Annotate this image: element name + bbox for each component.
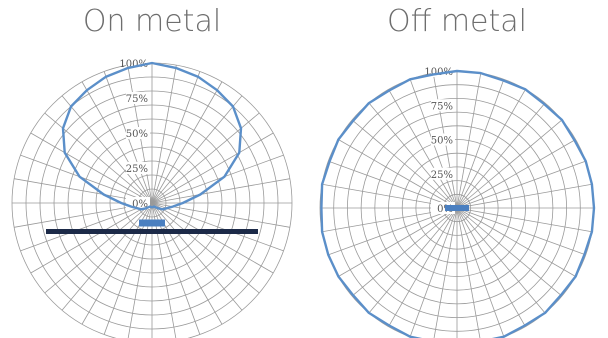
grid-spoke (456, 89, 526, 209)
grid-spoke (151, 95, 243, 204)
grid-spoke (456, 139, 576, 209)
grid-spoke (368, 102, 458, 209)
grid-spoke (338, 207, 458, 277)
grid-spoke (61, 202, 153, 311)
tick-label-bg (431, 99, 455, 112)
polar-chart-off-metal: 0%25%50%75%100% (319, 65, 596, 338)
grid-spoke (409, 207, 458, 337)
grid-spoke (44, 202, 153, 294)
tick-label-bg (126, 127, 150, 139)
device-bar (445, 205, 469, 211)
device-bar (139, 219, 165, 227)
grid-spoke (20, 154, 153, 204)
grid-spoke (456, 207, 526, 327)
grid-spoke (151, 178, 290, 204)
grid-spoke (151, 202, 243, 311)
grid-spoke (30, 202, 153, 274)
grid-spoke (456, 79, 505, 209)
tick-label-bg (126, 92, 150, 104)
grid-spoke (456, 207, 546, 314)
grid-spoke (151, 71, 201, 204)
radial-tick-label: 50% (431, 136, 453, 147)
grid-spoke (328, 207, 458, 256)
radial-tick-label: 50% (126, 129, 148, 140)
grid-spoke (456, 207, 505, 337)
grid-spoke (456, 183, 592, 209)
grid-spoke (456, 119, 563, 209)
grid-spoke (456, 207, 563, 297)
grid-spoke (151, 202, 260, 294)
radial-tick-label: 75% (126, 94, 148, 105)
tick-label-bg (431, 167, 455, 180)
tick-label-bg (126, 162, 150, 174)
chart-title-off-metal: Off metal (387, 4, 527, 39)
grid-spoke (328, 160, 458, 209)
radial-tick-label: 25% (126, 164, 148, 175)
grid-spoke (456, 207, 576, 277)
grid-spoke (433, 207, 458, 338)
grid-spoke (81, 81, 153, 204)
grid-spoke (151, 202, 284, 252)
grid-spoke (456, 102, 546, 209)
radial-tick-label: 75% (431, 101, 453, 112)
radial-tick-label: 100% (119, 59, 148, 70)
grid-spoke (456, 160, 586, 209)
grid-spoke (456, 207, 586, 256)
grid-spoke (351, 207, 458, 297)
tick-label-bg (431, 133, 455, 146)
radial-tick-label: 0% (132, 199, 148, 210)
grid-spoke (456, 207, 481, 338)
grid-spoke (456, 207, 592, 233)
grid-spoke (151, 132, 274, 204)
grid-spoke (368, 207, 458, 314)
series-line (320, 69, 596, 338)
grid-spoke (30, 132, 153, 204)
grid-spoke (351, 119, 458, 209)
polar-chart-on-metal: 0% 25% 50% 75% 100% (11, 57, 293, 338)
grid-spoke (61, 95, 153, 204)
grid-spoke (151, 202, 274, 274)
grid-spoke (388, 207, 458, 327)
grid-spoke (20, 202, 153, 252)
grid-spoke (388, 89, 458, 209)
grid-spoke (456, 73, 482, 209)
radial-tick-label: 25% (431, 170, 453, 181)
grid-spoke (151, 154, 284, 204)
grid-spoke (151, 81, 223, 204)
grid-spoke (151, 65, 177, 204)
metal-plate (46, 229, 258, 234)
grid-spoke (338, 139, 458, 209)
chart-title-on-metal: On metal (82, 4, 222, 39)
